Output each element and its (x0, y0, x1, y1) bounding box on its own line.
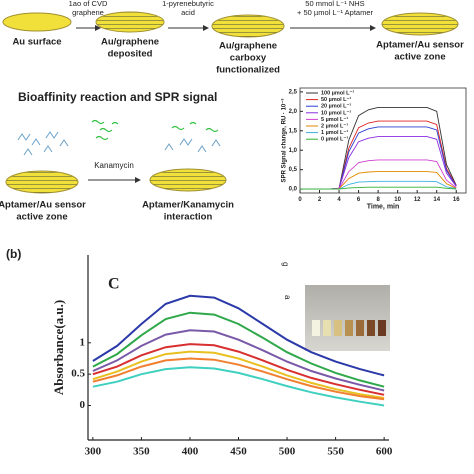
x-tick-label: 14 (433, 197, 440, 203)
section-title: Bioaffinity reaction and SPR signal (18, 90, 217, 104)
legend-label: 100 µmol L⁻¹ (321, 89, 354, 96)
series-line (300, 180, 457, 190)
legend-label: 5 µmol L⁻¹ (321, 116, 348, 123)
step-label: Aptamer/Kanamycin (142, 200, 234, 211)
step-label: carboxy (230, 53, 267, 64)
step-label: Au/graphene (219, 41, 277, 52)
aptamer-chip (381, 12, 459, 36)
y-axis-label: Absorbance(a.u.) (51, 300, 66, 395)
legend-label: 50 µmol L⁻¹ (321, 96, 351, 103)
kanamycin-molecules (91, 119, 219, 141)
legend-label: 1 µmol L⁻¹ (321, 129, 348, 136)
photo-label: g (281, 262, 290, 266)
x-tick-label: 350 (133, 446, 150, 458)
y-tick-label: 1,0 (289, 148, 298, 154)
y-tick-label: 1 (80, 336, 86, 348)
carboxy-chip (211, 14, 285, 38)
x-tick-label: 8 (376, 197, 380, 203)
series-line (300, 171, 457, 190)
y-tick-label: 2,0 (289, 109, 298, 115)
legend-label: 10 µmol L⁻¹ (321, 109, 351, 116)
x-tick-label: 0 (298, 197, 302, 203)
y-tick-label: 0.5 (71, 368, 85, 380)
x-tick-label: 16 (453, 197, 460, 203)
x-tick-label: 550 (327, 446, 344, 458)
y-tick-label: 0,0 (289, 187, 298, 193)
photo-label: a (283, 295, 292, 300)
step-label: functionalized (216, 65, 280, 76)
vial-photo (305, 285, 390, 351)
step-label: Aptamer/Au sensor (376, 40, 464, 51)
series-line (92, 357, 385, 401)
x-tick-label: 12 (414, 197, 421, 203)
x-tick-label: 10 (394, 197, 401, 203)
step-label: Au surface (12, 37, 61, 48)
series-line (92, 294, 385, 377)
step-label: Aptamer/Au sensor (0, 200, 86, 211)
arrow-label: 50 mmol L⁻¹ NHS (305, 0, 364, 8)
step-label: interaction (164, 212, 213, 223)
step-label: Au/graphene (101, 37, 159, 48)
arrow-label: 1-pyrenebutyric (162, 0, 214, 8)
series-line (92, 311, 385, 388)
reagent-label: Kanamycin (94, 161, 134, 170)
series-line (300, 186, 457, 190)
series-line (92, 343, 385, 396)
y-axis-label: SPR Signal change, RU · 10⁻³ (281, 99, 288, 183)
series-line (92, 350, 385, 399)
legend-label: 20 µmol L⁻¹ (321, 103, 351, 110)
x-tick-label: 600 (376, 446, 393, 458)
series-line (92, 366, 385, 407)
arrow-label: acid (181, 8, 195, 17)
arrow-label: graphene (72, 8, 104, 17)
y-tick-label: 0 (80, 399, 86, 411)
x-tick-label: 6 (357, 197, 361, 203)
y-tick-label: 1,5 (289, 128, 298, 134)
x-tick-label: 300 (85, 446, 102, 458)
arrow-label: + 50 µmol L⁻¹ Aptamer (297, 8, 374, 17)
y-tick-label: 0,5 (289, 167, 298, 173)
legend-label: 0 µmol L⁻¹ (321, 136, 348, 143)
x-tick-label: 500 (279, 446, 296, 458)
step-label: deposited (108, 49, 153, 60)
panel-letter: C (108, 276, 120, 293)
x-tick-label: 400 (182, 446, 199, 458)
panel-label: (b) (6, 247, 21, 261)
x-tick-label: 4 (337, 197, 341, 203)
au-surface (2, 12, 72, 32)
x-tick-label: 450 (230, 446, 247, 458)
series-line (92, 329, 385, 392)
x-axis-label: Time, min (367, 204, 400, 211)
series-line (300, 159, 457, 190)
graphene-chip (95, 11, 165, 33)
vials (312, 320, 386, 336)
y-tick-label: 2,5 (289, 89, 298, 95)
plot-frame (299, 87, 467, 194)
step-label: active zone (394, 52, 445, 63)
step-label: active zone (16, 212, 67, 223)
aptamer-strands (17, 131, 221, 156)
x-tick-label: 2 (318, 197, 322, 203)
arrow-label: 1ao of CVD (69, 0, 108, 8)
interaction-chip (149, 168, 227, 192)
sensor-chip (5, 170, 79, 194)
legend-label: 2 µmol L⁻¹ (321, 122, 348, 129)
scheme-shapes (2, 11, 459, 351)
